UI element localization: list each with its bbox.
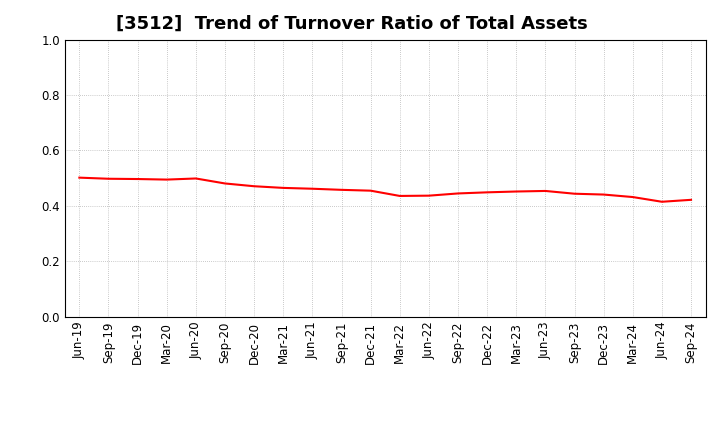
Text: [3512]  Trend of Turnover Ratio of Total Assets: [3512] Trend of Turnover Ratio of Total …: [116, 15, 588, 33]
